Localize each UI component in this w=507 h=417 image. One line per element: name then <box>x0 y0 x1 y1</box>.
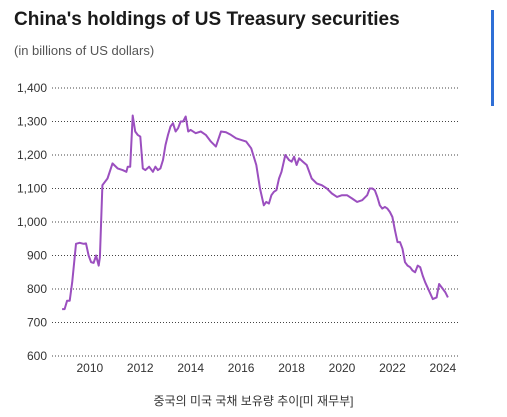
chart-title: China's holdings of US Treasury securiti… <box>14 9 400 30</box>
image-caption: 중국의 미국 국채 보유량 추이[미 재무부] <box>153 394 354 408</box>
x-tick-label: 2018 <box>278 361 305 375</box>
series-group <box>62 114 449 311</box>
x-tick-label: 2016 <box>228 361 255 375</box>
gridlines <box>52 87 458 357</box>
x-tick-label: 2024 <box>430 361 457 375</box>
y-tick-label: 1,400 <box>17 81 47 95</box>
y-tick-label: 700 <box>27 316 47 330</box>
y-tick-label: 1,300 <box>17 115 47 129</box>
y-tick-label: 1,200 <box>17 148 47 162</box>
y-tick-label: 1,100 <box>17 182 47 196</box>
chart-subtitle: (in billions of US dollars) <box>14 43 155 58</box>
scroll-indicator[interactable] <box>491 10 494 106</box>
x-tick-label: 2020 <box>329 361 356 375</box>
y-tick-label: 600 <box>27 349 47 363</box>
x-tick-label: 2010 <box>76 361 103 375</box>
series-line <box>62 114 449 311</box>
x-tick-label: 2014 <box>177 361 204 375</box>
x-tick-label: 2022 <box>379 361 406 375</box>
y-tick-label: 1,000 <box>17 215 47 229</box>
x-axis-ticks: 2010 2012 2014 2016 2018 2020 2022 2024 <box>76 361 456 375</box>
y-tick-label: 800 <box>27 282 47 296</box>
y-tick-label: 900 <box>27 249 47 263</box>
y-axis-ticks: 600 700 800 900 1,000 1,100 1,200 1,300 1,400 <box>17 81 47 363</box>
x-tick-label: 2012 <box>127 361 154 375</box>
